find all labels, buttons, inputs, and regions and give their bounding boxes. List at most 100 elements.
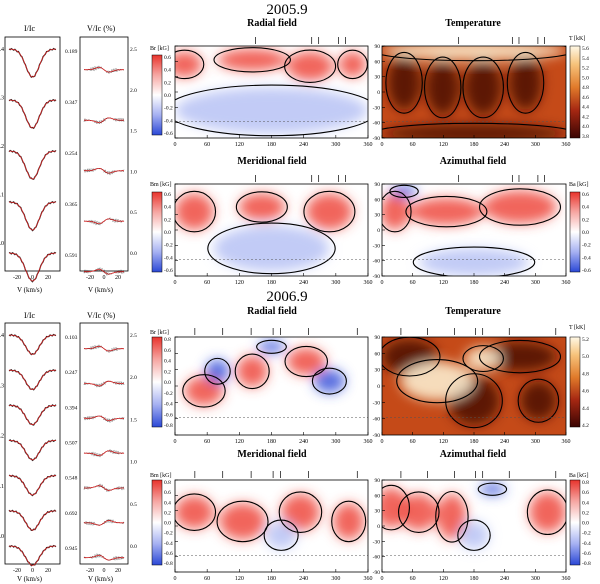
map-contour [435,490,469,543]
stokes-v-ytick-label: 0.5 [130,502,137,508]
colorbar-tick-label: 5.2 [582,66,589,72]
map-panel-field: 0 60 120 180 240 300 3609060300-30-60-900.80.6… [373,471,591,582]
map-xtick-label: 360 [364,576,373,582]
map-ytick-label: 0 [377,90,380,96]
colorbar-tick-label: 0.8 [164,480,171,486]
stokes-i-xlabel-2006: V (km/s) [17,575,43,583]
map-xtick-label: 60 [204,576,210,582]
map-contour [478,188,562,226]
map-spot-pos [382,193,410,230]
colorbar-tick-label: 4.6 [582,389,589,395]
map-xtick-label: 120 [439,280,448,286]
stokes-i-ytick-label: 1.4 [0,47,4,53]
stokes-i-xtick-label: -20 [13,275,21,281]
stokes-v-panel-2005: V/Ic (%) V (km/s) [79,24,129,294]
map-xtick-label: 360 [364,142,373,148]
stokes-i-observed-profile [8,368,57,391]
map-ytick-label: 30 [375,509,381,515]
colorbar-tick-label: 0.0 [164,93,171,99]
stokes-v-xtick-label: 20 [115,568,121,574]
colorbar-tick-label: 0.6 [164,55,171,61]
colorbar-tick-label: 0.4 [164,500,171,506]
colorbar-tick-label: -0.4 [164,118,173,124]
colorbar-tick-label: -0.4 [164,255,173,261]
map-xtick-label: 120 [235,142,244,148]
map-ytick-label: -60 [373,417,381,423]
map-contour [204,357,231,385]
stokes-v-ytick-label: 2.5 [130,333,137,339]
rotation-phase-label: 0.394 [65,405,78,411]
map-contour [506,51,545,114]
map-spot-pos [286,51,334,81]
stokes-v-model-profile [84,380,124,387]
map-xtick-label: 60 [410,576,416,582]
stokes-i-xlabel-2005: V (km/s) [17,286,43,294]
colorbar-tick-label: -0.6 [164,268,173,274]
colorbar-tick-label: 0.4 [164,68,171,74]
colorbar-tick-label: 0.6 [164,192,171,198]
stokes-v-ytick-label: 1.0 [130,169,137,175]
map-spot-hot [400,361,475,401]
map-panel-temp: 0 60 120 180 240 300 3609060300-30-60-905.65.4… [373,37,589,148]
colorbar-tick-label: 0.4 [164,359,171,365]
map-contour [445,373,503,429]
map-xtick-label: 180 [470,576,479,582]
map-contour [423,56,462,119]
map-contour [235,191,288,223]
stokes-i-model-profile [9,252,56,282]
map-ytick-label: 60 [375,59,381,65]
stokes-i-observed-profile [8,439,57,462]
map-spot-pos [175,51,203,78]
stokes-v-xtick-label: -20 [86,275,94,281]
map-xtick-label: 360 [364,439,373,445]
colorbar-field [569,191,581,273]
map-spots [382,338,557,426]
map-spots [175,493,365,549]
stokes-i-model-profile [8,440,57,461]
map-contour [284,49,337,83]
map-contour [517,378,560,423]
map-spot-negL [418,248,530,276]
map-contour [337,49,368,80]
colorbar-tick-label: -0.6 [164,551,173,557]
colorbar-tick-label: -0.4 [164,402,173,408]
colorbar-tick-label: -0.2 [164,391,173,397]
stokes-v-ytick-label: 1.5 [130,417,137,423]
colorbar-tick-label: -0.6 [582,551,591,557]
colorbar-tick-label: 0.0 [164,230,171,236]
map-spot-pos [281,493,320,531]
cbar-unit-merid-2006: Bm [kG] [150,473,172,479]
colorbar-tick-label: -0.8 [582,561,591,567]
colorbar-tick-label: -0.6 [582,268,591,274]
map-contour [175,190,217,233]
map-contour [398,491,440,533]
map-spot-cool [508,55,543,111]
map-spot-neg [313,369,345,393]
map-spot-pos [306,193,353,231]
map-xtick-label: 300 [531,576,540,582]
stokes-i-observed-profile [8,47,57,79]
cbar-unit-radial-2005: Br [kG] [150,46,169,52]
map-image [382,46,566,138]
map-xtick-label: 60 [410,280,416,286]
stokes-i-observed-profile [8,474,57,497]
map-contour [405,195,488,228]
map-title-azim-2006: Azimuthal field [440,449,507,460]
map-contour [234,353,270,390]
stokes-v-model-profile [84,168,124,174]
colorbar-tick-label: -0.2 [164,106,173,112]
colorbar-tick-label: 0.0 [582,521,589,527]
map-ytick-label: -30 [373,400,381,406]
stokes-i-ytick-label: 1.1 [0,484,4,490]
colorbar-tick-label: 0.6 [164,348,171,354]
stokes-v-xtick-label: 0 [103,275,106,281]
map-ytick-label: 90 [375,44,381,50]
map-ytick-label: -60 [373,121,381,127]
map-xtick-label: 60 [204,142,210,148]
colorbar-tick-label: -0.4 [582,541,591,547]
map-panel-field: 0 60 120 180 240 300 360 0.6 0.4 0.2 0.0 -0.2 -0.4 -0… [151,175,373,286]
map-xtick-label: 60 [204,280,210,286]
colorbar-tick-label: 0.0 [582,230,589,236]
colorbar-tick-label: 4.8 [582,85,589,91]
